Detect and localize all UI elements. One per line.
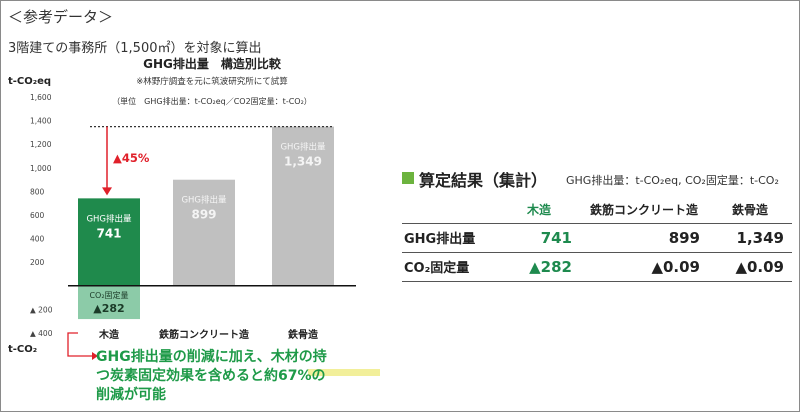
page-subheading: 3階建ての事務所（1,500㎡）を対象に算出 [8,41,262,56]
co2-fixed-value-label: ▲282 [93,302,124,315]
results-cell: ▲0.09 [580,252,708,282]
bar-series-label: GHG排出量 [280,142,326,153]
results-cell: ▲282 [498,252,580,282]
chart-note: ※林野庁調査を元に筑波研究所にて試算 [136,76,288,87]
annotation-connector [67,332,92,357]
results-header-steel: 鉄骨造 [708,197,792,224]
y-axis-label-top: t-CO₂eq [8,76,51,87]
x-category-label: 木造 [98,328,120,341]
bar-value-label: 1,349 [284,155,322,169]
table-row: CO₂固定量 ▲282 ▲0.09 ▲0.09 [402,252,792,282]
x-category-label: 鉄骨造 [288,328,319,341]
results-header-row: 木造 鉄筋コンクリート造 鉄骨造 [402,197,792,224]
results-table: 木造 鉄筋コンクリート造 鉄骨造 GHG排出量 741 899 1,349 CO… [402,197,792,282]
annotation-line: つ炭素固定効果を含めると約67%の [96,367,326,384]
x-category-label: 鉄筋コンクリート造 [159,328,250,341]
table-row: GHG排出量 741 899 1,349 [402,223,792,253]
bar-series-label: GHG排出量 [86,213,132,224]
bar-value-label: 741 [96,226,121,240]
results-header-rc: 鉄筋コンクリート造 [580,197,708,224]
reduction-arrow-head [102,187,112,196]
y-tick-label: 1,000 [30,164,52,173]
results-cell: ▲0.09 [708,252,792,282]
annotation-line: GHG排出量の削減に加え、木材の持 [96,348,327,365]
y-tick-label: 200 [30,258,45,267]
annotation-line: 削減が可能 [96,386,166,403]
annotation-highlight [308,369,380,376]
results-header-blank [402,197,498,224]
results-row-label: CO₂固定量 [402,252,498,282]
results-cell: 899 [580,223,708,253]
y-axis-label-bottom: t-CO₂ [8,344,37,355]
annotation-connector-head [92,352,98,360]
y-tick-label: ▲ 400 [30,329,53,338]
bar-wood [78,198,140,286]
bar-steel [272,126,334,286]
y-tick-label: 600 [30,211,45,220]
y-tick-label: 400 [30,235,45,244]
results-cell: 1,349 [708,223,792,253]
result-title: 算定結果（集計） [419,171,548,190]
co2-fixed-series-label: CO₂固定量 [89,290,128,300]
y-tick-label: 1,400 [30,117,52,126]
results-row-label: GHG排出量 [402,223,498,253]
bar-series-label: GHG排出量 [181,195,227,206]
results-header-wood: 木造 [498,197,580,224]
y-tick-label: 1,600 [30,93,52,102]
y-tick-label: 1,200 [30,140,52,149]
chart-title: GHG排出量 構造別比較 [143,56,282,71]
y-tick-label: 800 [30,187,45,196]
result-units: GHG排出量：t-CO₂eq, CO₂固定量：t-CO₂ [566,174,779,187]
page-heading: ＜参考データ＞ [8,8,114,26]
bar-wood-co2-fixed [78,285,140,320]
bar-value-label: 899 [191,208,216,222]
y-tick-label: ▲ 200 [30,305,53,314]
reduction-label: ▲45% [113,151,150,165]
bar-rc [173,179,235,286]
result-title-marker [402,172,414,184]
results-cell: 741 [498,223,580,253]
chart-units-note: （単位 GHG排出量：t-CO₂eq／CO2固定量：t-CO₂） [112,96,312,106]
